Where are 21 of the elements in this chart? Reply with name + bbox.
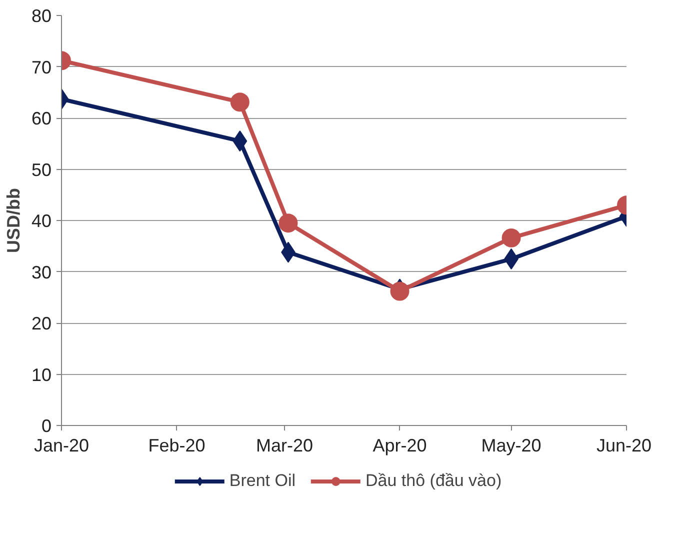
x-tick-label: Feb-20: [148, 436, 206, 456]
point: [230, 92, 250, 112]
y-tick-label: 20: [31, 314, 52, 334]
y-tick-label: 0: [41, 416, 52, 436]
legend-label: Brent Oil: [229, 470, 296, 490]
x-tick-label: Jun-20: [596, 436, 652, 456]
x-tick-label: Apr-20: [372, 436, 427, 456]
y-tick-label: 40: [31, 211, 52, 231]
y-tick-label: 30: [31, 262, 52, 282]
point: [390, 282, 410, 301]
point: [278, 214, 298, 233]
y-tick-label: 80: [31, 6, 52, 26]
y-tick-label: 60: [31, 108, 52, 128]
x-tick-label: May-20: [481, 436, 542, 456]
y-axis-title: USD/bb: [3, 188, 24, 253]
y-tick-label: 10: [31, 364, 52, 385]
x-tick-label: Jan-20: [34, 436, 90, 456]
legend-label: Dầu thô (đầu vào): [366, 470, 502, 490]
y-tick-label: 50: [31, 160, 52, 180]
x-tick-label: Mar-20: [256, 436, 314, 456]
y-tick-label: 70: [31, 57, 52, 78]
